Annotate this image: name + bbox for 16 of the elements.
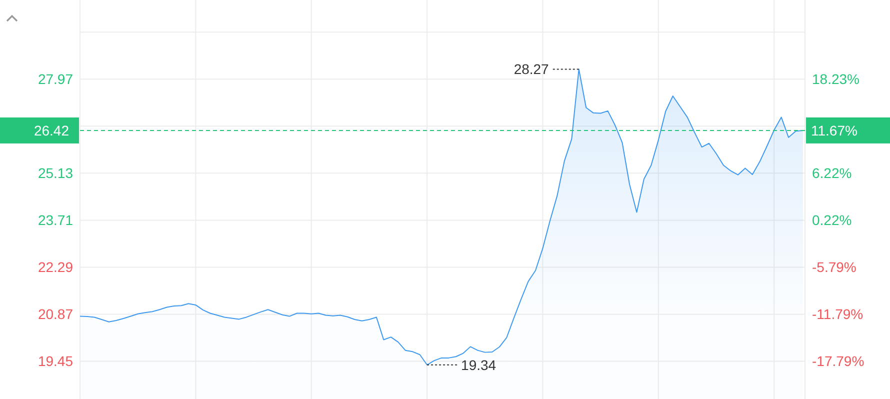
y2-tick-label: 11.67% — [811, 122, 858, 138]
y-tick-label: 19.45 — [38, 353, 74, 370]
y-tick-label: 27.97 — [38, 71, 74, 88]
y-tick-label: 20.87 — [38, 306, 74, 322]
annotation: 28.27 — [514, 61, 550, 78]
annotation: 19.34 — [461, 356, 496, 373]
y2-tick-label: -5.79% — [812, 259, 856, 276]
y2-tick-label: 6.22% — [812, 165, 852, 182]
y-tick-label: 23.71 — [38, 212, 74, 228]
y2-tick-label: -17.79% — [812, 353, 864, 370]
y2-tick-label: 18.23% — [812, 70, 860, 87]
y2-tick-label: -11.79% — [812, 306, 864, 322]
y-tick-label: 22.29 — [38, 259, 74, 276]
y2-tick-label: 0.22% — [812, 212, 852, 228]
y-tick-label: 25.13 — [38, 165, 74, 182]
ref-line-label: 26.42 — [34, 122, 70, 138]
